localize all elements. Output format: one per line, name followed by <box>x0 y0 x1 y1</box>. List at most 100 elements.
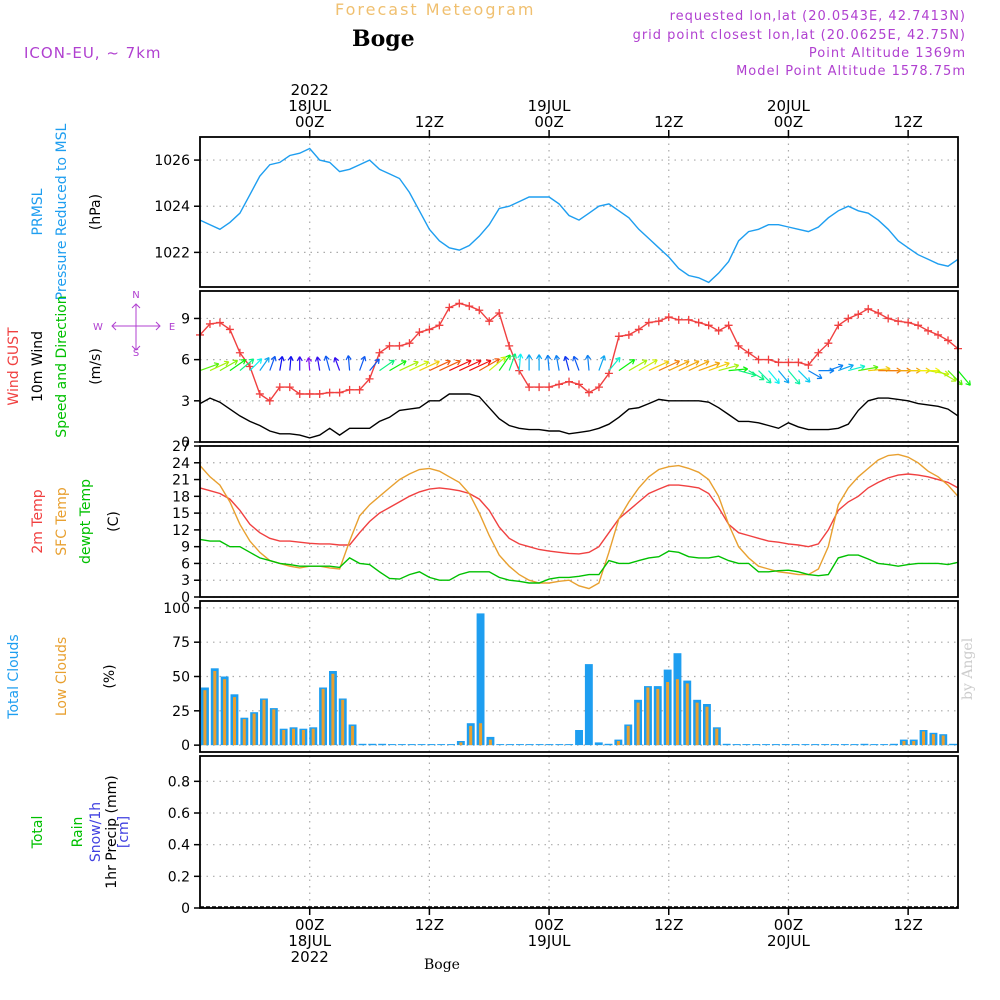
y-axis-label: [cm] <box>116 816 132 848</box>
low-cloud-bar <box>203 690 207 746</box>
gust-marker <box>545 383 554 392</box>
low-cloud-bar <box>262 699 266 746</box>
gust-marker <box>884 314 893 323</box>
wind-arrow <box>439 359 461 372</box>
wind-arrow <box>269 355 277 371</box>
total-cloud-bar <box>447 744 455 746</box>
wind-arrow <box>314 356 321 371</box>
gust-marker <box>794 358 803 367</box>
low-cloud-bar <box>213 671 217 746</box>
low-cloud-bar <box>488 739 492 746</box>
low-cloud-bar <box>656 688 660 746</box>
wind-arrow <box>698 361 721 372</box>
y-tick-label: 3 <box>181 394 190 410</box>
wind-arrow <box>239 358 255 372</box>
gust-marker <box>934 330 943 339</box>
gust-marker <box>395 341 404 350</box>
low-cloud-bar <box>242 719 246 746</box>
low-cloud-bar <box>941 735 945 746</box>
gust-marker <box>255 389 264 398</box>
top-time-label: 00Z <box>534 113 563 131</box>
low-cloud-bar <box>626 725 630 746</box>
low-cloud-bar <box>675 679 679 746</box>
gust-marker <box>894 317 903 326</box>
footer-station-name: Boge <box>424 957 460 973</box>
gust-marker <box>724 321 733 330</box>
wind-arrow <box>429 359 451 372</box>
gust-marker <box>754 355 763 364</box>
gust-marker <box>415 328 424 337</box>
forecast-title: Forecast Meteogram <box>335 0 536 19</box>
gust-marker <box>824 339 833 348</box>
low-cloud-bar <box>705 706 709 746</box>
y-tick-label: 0 <box>181 738 190 754</box>
series-line <box>199 473 959 555</box>
gust-marker <box>355 385 364 394</box>
panel-frame <box>199 755 959 909</box>
wind-arrow <box>608 356 621 371</box>
y-axis-label: Low Clouds <box>54 637 70 716</box>
total-cloud-bar <box>476 613 485 746</box>
bottom-time-label: 2022 <box>291 948 329 966</box>
total-cloud-bar <box>722 743 731 746</box>
panel-frame <box>199 445 959 598</box>
total-cloud-bar <box>565 744 574 746</box>
wind-arrow <box>838 363 854 372</box>
total-cloud-bar <box>584 664 593 746</box>
y-tick-label: 100 <box>163 601 190 617</box>
gust-marker <box>225 325 234 334</box>
total-cloud-bar <box>407 744 416 746</box>
total-cloud-bar <box>890 743 898 746</box>
wind-arrow <box>209 360 230 372</box>
wind-arrow <box>517 353 524 371</box>
total-cloud-bar <box>880 744 889 746</box>
y-tick-label: 0.8 <box>168 774 190 790</box>
panel-clouds: 0 25 50 75 100 Total Clouds Low Clouds (%) <box>6 600 959 754</box>
gust-marker <box>734 341 743 350</box>
bottom-time-label: 18JUL <box>288 932 331 950</box>
low-cloud-bar <box>931 734 935 746</box>
low-cloud-bar <box>351 725 355 746</box>
y-tick-label: 12 <box>172 523 190 539</box>
wind-arrow <box>419 360 440 372</box>
wind-arrow <box>748 370 765 381</box>
low-cloud-bar <box>715 728 719 746</box>
y-tick-label: 3 <box>181 573 190 589</box>
total-cloud-bar <box>762 744 770 746</box>
low-cloud-bar <box>685 683 689 746</box>
wind-arrow <box>259 356 270 371</box>
wind-arrow <box>305 357 312 371</box>
gust-marker <box>584 388 593 397</box>
total-cloud-bar <box>870 744 879 746</box>
total-cloud-bar <box>811 744 820 746</box>
wind-arrow <box>345 355 352 371</box>
top-time-label: 00Z <box>295 113 324 131</box>
low-cloud-bar <box>666 682 670 746</box>
low-cloud-bar <box>695 702 699 746</box>
model-point-altitude: Model Point Altitude 1578.75m <box>736 64 966 79</box>
y-tick-label: 25 <box>172 704 190 720</box>
total-cloud-bar <box>525 744 534 746</box>
y-axis-label: Total Clouds <box>6 634 22 719</box>
gust-marker <box>634 325 643 334</box>
y-axis-label: 10m Wind <box>30 331 46 402</box>
wind-arrow <box>688 360 710 372</box>
gust-marker <box>525 383 534 392</box>
total-cloud-bar <box>850 744 859 746</box>
total-cloud-bar <box>417 744 426 746</box>
y-tick-label: 9 <box>181 540 190 556</box>
wind-arrow <box>758 370 772 384</box>
gust-marker <box>614 332 623 341</box>
gust-marker <box>624 330 633 339</box>
gust-marker <box>864 304 873 313</box>
top-time-label: 18JUL <box>288 97 331 115</box>
total-cloud-bar <box>427 744 436 746</box>
gust-marker <box>575 380 583 389</box>
low-cloud-bar <box>321 688 325 746</box>
gust-marker <box>275 383 284 392</box>
wind-arrow <box>278 356 285 371</box>
y-axis-label: (m/s) <box>88 348 104 385</box>
wind-arrow <box>708 361 730 372</box>
gust-marker <box>654 317 663 326</box>
